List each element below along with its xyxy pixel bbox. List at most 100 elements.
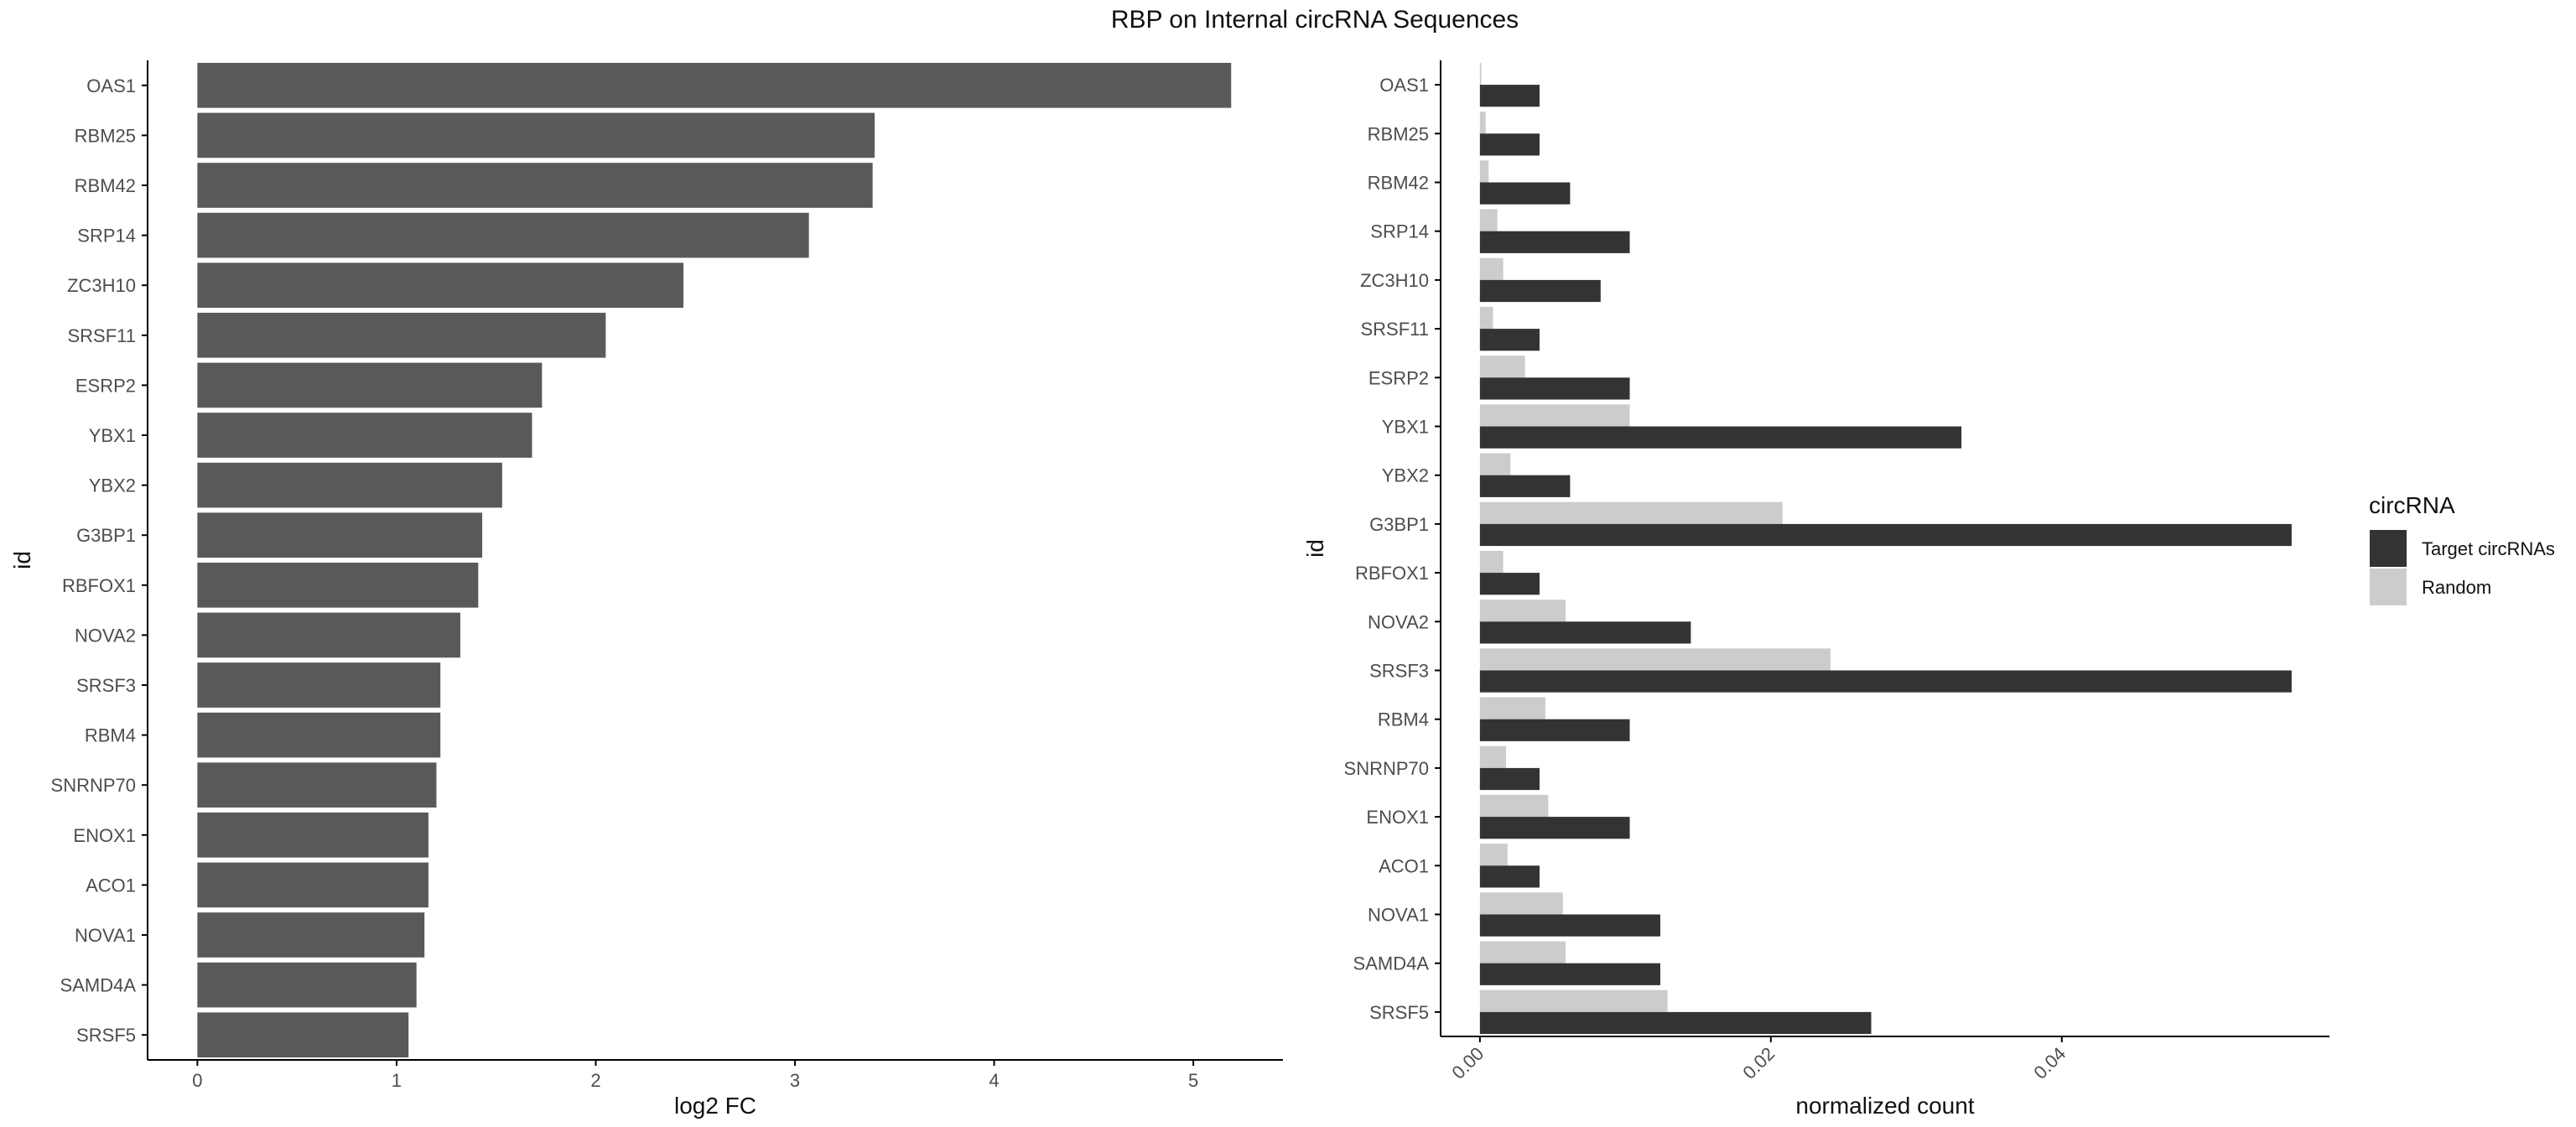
- bar-random-aco1: [1479, 844, 1508, 866]
- y-tick-label: SNRNP70: [1344, 758, 1429, 779]
- bar-target-srp14: [1479, 231, 1630, 253]
- y-tick-label: ZC3H10: [1360, 270, 1429, 291]
- bar-target-zc3h10: [1479, 279, 1601, 303]
- y-tick-label: SRSF3: [1369, 661, 1429, 682]
- bar-esrp2: [197, 362, 543, 408]
- bar-target-ybx2: [1479, 475, 1571, 497]
- y-tick-label: NOVA1: [1368, 905, 1429, 926]
- x-tick-label: 0.04: [2029, 1043, 2070, 1083]
- y-tick-label: RBM4: [1378, 709, 1429, 730]
- bar-ybx2: [197, 462, 502, 508]
- bar-zc3h10: [197, 262, 683, 309]
- bar-target-g3bp1: [1479, 523, 2292, 547]
- y-tick-label: RBM42: [1368, 173, 1429, 194]
- y-tick-label: SNRNP70: [51, 775, 136, 796]
- y-tick-label: NOVA2: [75, 625, 136, 646]
- bar-target-aco1: [1479, 865, 1540, 888]
- bar-target-rbm25: [1479, 133, 1540, 156]
- bar-random-srp14: [1479, 209, 1498, 231]
- bar-srp14: [197, 212, 809, 258]
- bar-nova1: [197, 912, 425, 958]
- x-tick-label: 0: [192, 1070, 202, 1091]
- x-tick-label: 1: [392, 1070, 402, 1091]
- bar-random-rbm4: [1479, 697, 1545, 719]
- x-axis-title: normalized count: [1795, 1093, 1974, 1119]
- y-tick-label: SRSF3: [76, 675, 136, 696]
- bar-target-nova1: [1479, 914, 1660, 937]
- bar-srsf3: [197, 662, 441, 708]
- legend-key-random: [2370, 569, 2407, 605]
- bar-random-nova2: [1479, 600, 1566, 622]
- y-tick-label: SRSF5: [76, 1025, 136, 1046]
- bar-target-rbm4: [1479, 719, 1630, 741]
- x-axis-title: log2 FC: [674, 1093, 756, 1119]
- bar-target-enox1: [1479, 817, 1630, 839]
- bar-random-srsf3: [1479, 648, 1831, 671]
- y-tick-label: RBM4: [85, 725, 136, 746]
- bar-random-srsf5: [1479, 989, 1668, 1012]
- x-tick-label: 2: [590, 1070, 600, 1091]
- x-tick-label: 5: [1188, 1070, 1198, 1091]
- y-axis-title: id: [1302, 539, 1328, 558]
- y-tick-label: ESRP2: [75, 375, 136, 396]
- bar-rbm4: [197, 712, 441, 758]
- bar-target-ybx1: [1479, 426, 1962, 449]
- y-axis-title: id: [9, 551, 35, 569]
- bar-random-samd4a: [1479, 941, 1566, 963]
- bar-random-srsf11: [1479, 306, 1493, 330]
- figure-title: RBP on Internal circRNA Sequences: [1111, 6, 1519, 34]
- bar-target-nova2: [1479, 621, 1691, 644]
- y-tick-label: RBM42: [75, 175, 136, 196]
- bar-samd4a: [197, 962, 417, 1008]
- bar-target-samd4a: [1479, 963, 1660, 985]
- y-tick-label: SRSF5: [1369, 1002, 1429, 1023]
- bar-random-nova1: [1479, 892, 1563, 915]
- bar-target-srsf11: [1479, 329, 1540, 351]
- bar-rbm25: [197, 112, 875, 158]
- bar-ybx1: [197, 413, 532, 458]
- bar-random-snrnp70: [1479, 745, 1507, 768]
- x-tick-label: 4: [989, 1070, 999, 1091]
- y-tick-label: SRP14: [1370, 221, 1429, 242]
- bar-rbfox1: [197, 562, 479, 608]
- bar-srsf5: [197, 1012, 409, 1058]
- y-tick-label: ESRP2: [1368, 367, 1429, 388]
- y-tick-label: ACO1: [1379, 855, 1429, 876]
- bar-target-rbfox1: [1479, 573, 1540, 595]
- bar-target-srsf3: [1479, 670, 2292, 693]
- y-tick-label: SRSF11: [1360, 319, 1429, 340]
- bar-target-esrp2: [1479, 377, 1630, 400]
- y-tick-label: SRSF11: [67, 325, 136, 346]
- y-tick-label: SRP14: [77, 226, 136, 247]
- y-tick-label: NOVA1: [75, 925, 136, 946]
- legend-label-random: Random: [2422, 577, 2491, 598]
- x-tick-label: 3: [790, 1070, 800, 1091]
- y-tick-label: RBM25: [1368, 123, 1429, 144]
- y-tick-label: YBX1: [89, 425, 136, 446]
- log2fc-bar-chart: OAS1RBM25RBM42SRP14ZC3H10SRSF11ESRP2YBX1…: [9, 60, 1283, 1119]
- y-tick-label: RBM25: [75, 125, 136, 146]
- y-tick-label: NOVA2: [1368, 611, 1429, 632]
- y-tick-label: RBFOX1: [62, 575, 136, 596]
- bar-random-ybx2: [1479, 453, 1511, 475]
- bar-random-g3bp1: [1479, 501, 1783, 524]
- bar-random-rbfox1: [1479, 550, 1504, 574]
- y-tick-label: YBX1: [1382, 417, 1429, 438]
- bar-random-ybx1: [1479, 404, 1630, 427]
- x-tick-label: 0.00: [1447, 1043, 1488, 1083]
- x-tick-label: 0.02: [1738, 1043, 1779, 1083]
- y-tick-label: ENOX1: [73, 825, 136, 846]
- y-tick-label: SAMD4A: [1353, 953, 1430, 974]
- legend-title: circRNA: [2369, 492, 2455, 518]
- y-tick-label: YBX2: [89, 475, 136, 496]
- y-tick-label: SAMD4A: [60, 975, 137, 996]
- legend-key-target-circrnas: [2370, 530, 2407, 567]
- bar-rbm42: [197, 163, 873, 208]
- y-tick-label: ZC3H10: [67, 275, 136, 296]
- bar-aco1: [197, 862, 428, 908]
- bar-random-oas1: [1479, 62, 1482, 86]
- bar-nova2: [197, 612, 460, 658]
- bar-random-zc3h10: [1479, 257, 1504, 280]
- y-tick-label: ACO1: [86, 875, 136, 896]
- legend: circRNA Target circRNAs Random: [2369, 492, 2555, 605]
